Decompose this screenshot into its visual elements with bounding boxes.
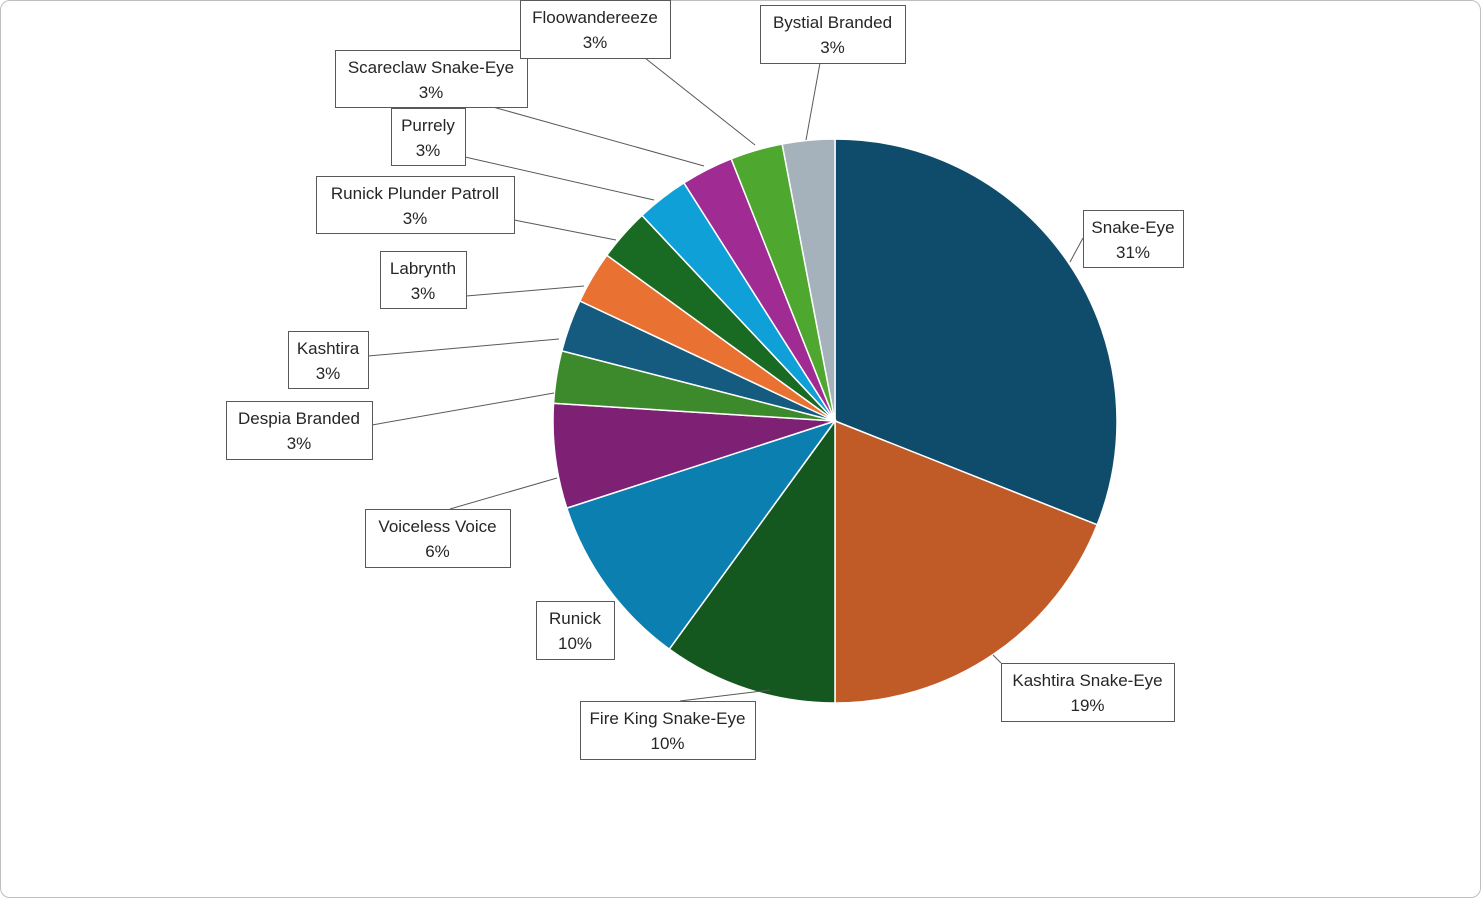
data-label-box — [226, 401, 373, 460]
data-label-percent: 19% — [1070, 696, 1104, 715]
data-label-percent: 31% — [1116, 243, 1150, 262]
data-label-box — [760, 5, 906, 64]
leader-line — [465, 285, 585, 297]
leader-line — [644, 57, 756, 146]
data-label: Scareclaw Snake-Eye 3% — [335, 50, 528, 108]
leader-line — [805, 62, 821, 141]
data-label: Despia Branded 3% — [226, 401, 373, 460]
data-label: Runick 10% — [536, 601, 615, 660]
data-label-percent: 3% — [583, 33, 608, 52]
data-label: Kashtira 3% — [288, 331, 369, 389]
data-label-category: Runick Plunder Patroll — [331, 184, 499, 203]
data-label: Runick Plunder Patroll 3% — [316, 176, 515, 234]
data-label-percent: 10% — [650, 734, 684, 753]
data-label-category: Voiceless Voice — [378, 517, 496, 536]
data-label-percent: 3% — [419, 83, 444, 102]
data-label: Bystial Branded 3% — [760, 5, 906, 64]
data-label-category: Fire King Snake-Eye — [590, 709, 746, 728]
data-label-percent: 3% — [287, 434, 312, 453]
pie-slice-snake-eye — [834, 138, 1118, 526]
pie-slice-runick — [565, 419, 837, 651]
data-label-percent: 3% — [416, 141, 441, 160]
leader-line — [367, 338, 560, 357]
data-label: Voiceless Voice 6% — [365, 509, 511, 568]
data-label-percent: 3% — [316, 364, 341, 383]
data-label-category: Floowandereeze — [532, 8, 658, 27]
data-label-box — [580, 701, 756, 760]
data-label: Fire King Snake-Eye 10% — [580, 701, 756, 760]
data-label-category: Snake-Eye — [1091, 218, 1174, 237]
data-label-category: Bystial Branded — [773, 13, 892, 32]
data-label-category: Despia Branded — [238, 409, 360, 428]
data-label-box — [1083, 210, 1184, 268]
data-label-box — [380, 251, 467, 309]
data-label-box — [391, 108, 466, 166]
leader-line — [992, 654, 1002, 664]
data-label-category: Runick — [549, 609, 601, 628]
data-label-percent: 3% — [403, 209, 428, 228]
leader-line — [679, 689, 771, 702]
leader-line — [1069, 237, 1084, 263]
leader-line — [371, 392, 555, 426]
data-label: Floowandereeze 3% — [520, 0, 671, 59]
data-label-percent: 3% — [820, 38, 845, 57]
data-label-box — [520, 0, 671, 59]
pie-slice-fire-king-snake-eye — [668, 418, 836, 704]
data-label-percent: 3% — [411, 284, 436, 303]
data-label-box — [288, 331, 369, 389]
pie-slice-kashtira-snake-eye — [834, 419, 1099, 704]
data-label-percent: 6% — [425, 542, 450, 561]
data-label: Labrynth 3% — [380, 251, 467, 309]
data-labels: Snake-Eye 31% Kashtira Snake-Eye 19% Fire Ki… — [226, 0, 1184, 760]
pie-slices — [552, 138, 1118, 704]
data-label: Purrely 3% — [391, 108, 466, 166]
data-label-box — [1001, 663, 1175, 722]
leader-line — [464, 156, 655, 201]
pie-slice-bystial-branded — [781, 138, 836, 422]
leader-lines — [367, 57, 1084, 702]
data-label-category: Scareclaw Snake-Eye — [348, 58, 514, 77]
data-label: Kashtira Snake-Eye 19% — [1001, 663, 1175, 722]
data-label-box — [316, 176, 515, 234]
data-label-category: Kashtira — [297, 339, 360, 358]
leader-line — [449, 477, 558, 510]
data-label-box — [365, 509, 511, 568]
data-label: Snake-Eye 31% — [1083, 210, 1184, 268]
data-label-category: Labrynth — [390, 259, 456, 278]
data-label-category: Purrely — [401, 116, 455, 135]
leader-line — [492, 106, 705, 167]
leader-line — [513, 219, 617, 241]
data-label-box — [335, 50, 528, 108]
data-label-box — [536, 601, 615, 660]
data-label-percent: 10% — [558, 634, 592, 653]
data-label-category: Kashtira Snake-Eye — [1012, 671, 1162, 690]
